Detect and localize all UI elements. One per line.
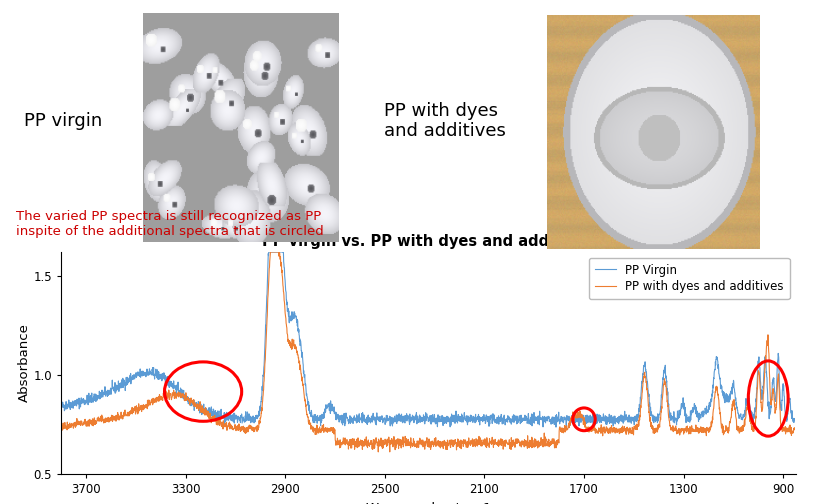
PP with dyes and additives <box>265 249 275 255</box>
Legend: PP Virgin, PP with dyes and additives: PP Virgin, PP with dyes and additives <box>588 258 790 299</box>
PP Virgin <box>264 249 273 255</box>
PP Virgin <box>697 409 707 415</box>
PP Virgin <box>789 417 799 423</box>
Line: PP with dyes and additives: PP with dyes and additives <box>61 252 794 452</box>
Line: PP Virgin: PP Virgin <box>61 252 794 427</box>
Text: PP with dyes
and additives: PP with dyes and additives <box>384 102 505 140</box>
PP Virgin <box>184 401 193 407</box>
X-axis label: Wavenumber/cm-1: Wavenumber/cm-1 <box>365 501 492 504</box>
PP Virgin <box>56 402 66 408</box>
PP Virgin <box>775 399 785 405</box>
PP with dyes and additives <box>184 394 193 400</box>
PP with dyes and additives <box>338 439 348 445</box>
PP Virgin <box>140 369 149 375</box>
PP with dyes and additives <box>56 423 66 429</box>
PP with dyes and additives <box>140 405 149 411</box>
PP with dyes and additives <box>370 437 379 443</box>
PP Virgin <box>370 417 379 423</box>
PP Virgin <box>551 424 561 430</box>
Y-axis label: Absorbance: Absorbance <box>18 324 31 402</box>
PP with dyes and additives <box>374 449 384 455</box>
PP with dyes and additives <box>789 425 799 431</box>
Text: PP virgin: PP virgin <box>24 112 103 130</box>
Title: PP virgin vs. PP with dyes and additives: PP virgin vs. PP with dyes and additives <box>262 234 595 249</box>
Text: The varied PP spectra is still recognized as PP
inspite of the additional spectr: The varied PP spectra is still recognize… <box>16 210 324 238</box>
PP with dyes and additives <box>697 429 707 435</box>
PP with dyes and additives <box>775 417 785 423</box>
PP Virgin <box>338 422 348 428</box>
